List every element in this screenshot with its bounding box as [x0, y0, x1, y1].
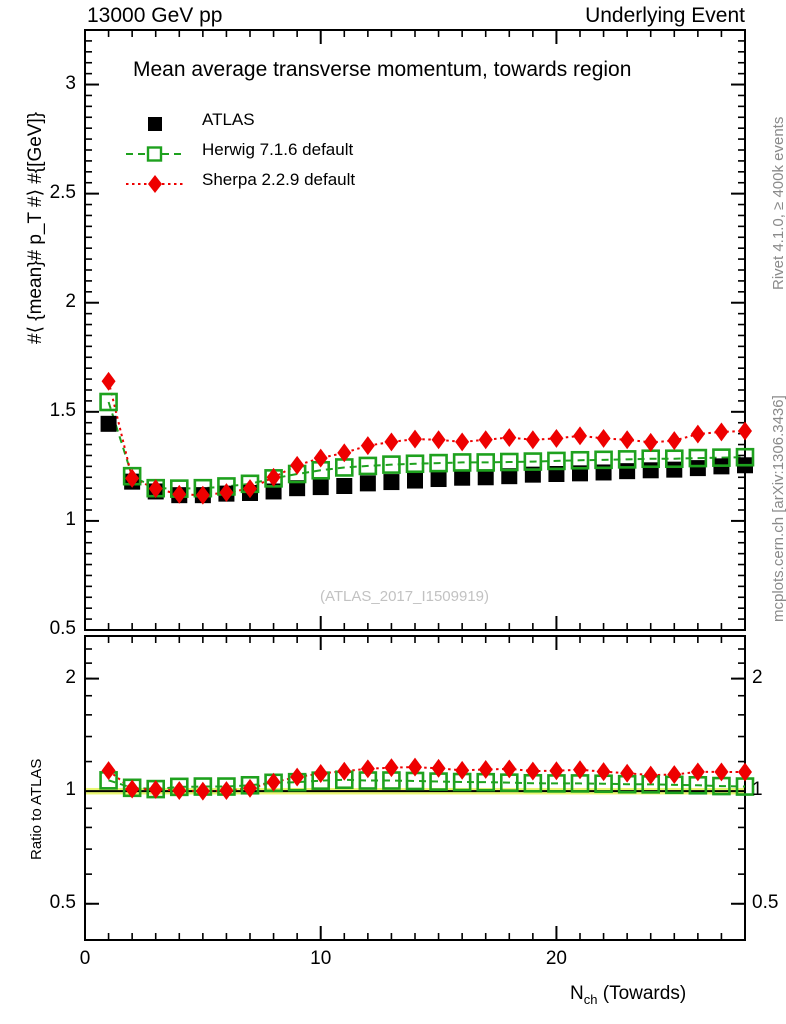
- legend: ATLAS Herwig 7.1.6 default Sherpa 2.2.9 …: [122, 108, 452, 198]
- header-left-beam-energy: 13000 GeV pp: [87, 4, 223, 27]
- analysis-id-watermark: (ATLAS_2017_I1509919): [320, 588, 490, 605]
- xaxis-label-text: Nch (Towards): [570, 983, 687, 1007]
- ratio-series-group: [99, 757, 755, 801]
- legend-marker-filled-square-icon: [148, 117, 162, 131]
- main-ytick-label: 1: [65, 508, 76, 530]
- xtick-label: 10: [310, 948, 332, 969]
- main-ytick-label: 1.5: [49, 399, 76, 421]
- legend-label-herwig: Herwig 7.1.6 default: [202, 140, 354, 159]
- xtick-label: 20: [545, 948, 567, 969]
- ratio-ytick-label-right: 2: [752, 666, 763, 688]
- legend-entry-herwig[interactable]: Herwig 7.1.6 default: [122, 138, 452, 168]
- ratio-ytick-label-right: 0.5: [752, 891, 779, 913]
- main-panel-ticks: [85, 29, 745, 631]
- ratio-ytick-label-right: 1: [752, 779, 763, 801]
- ratio-ytick-label-left: 2: [65, 666, 76, 688]
- legend-entry-atlas[interactable]: ATLAS: [122, 108, 452, 138]
- legend-marker-filled-diamond-icon: [126, 175, 184, 193]
- ratio-ytick-label-left: 0.5: [49, 891, 76, 913]
- header-right-analysis-category: Underlying Event: [585, 4, 745, 27]
- xtick-label: 0: [79, 948, 91, 969]
- plot-title: Mean average transverse momentum, toward…: [133, 58, 632, 81]
- xaxis-label: Nch (Towards): [570, 983, 686, 1007]
- ratio-ytick-label-left: 1: [65, 779, 76, 801]
- main-series-group: [99, 371, 755, 505]
- legend-label-sherpa: Sherpa 2.2.9 default: [202, 170, 356, 189]
- main-ytick-label: 2: [65, 290, 76, 312]
- ratio-panel-ticks: [85, 635, 745, 941]
- xaxis-ticks: [84, 30, 746, 940]
- legend-marker-open-square-icon: [126, 146, 184, 162]
- main-ytick-label: 3: [65, 72, 76, 94]
- legend-label-atlas: ATLAS: [202, 110, 255, 129]
- main-ytick-label: 0.5: [49, 618, 76, 639]
- main-ytick-label: 2.5: [49, 181, 76, 203]
- legend-entry-sherpa[interactable]: Sherpa 2.2.9 default: [122, 168, 452, 198]
